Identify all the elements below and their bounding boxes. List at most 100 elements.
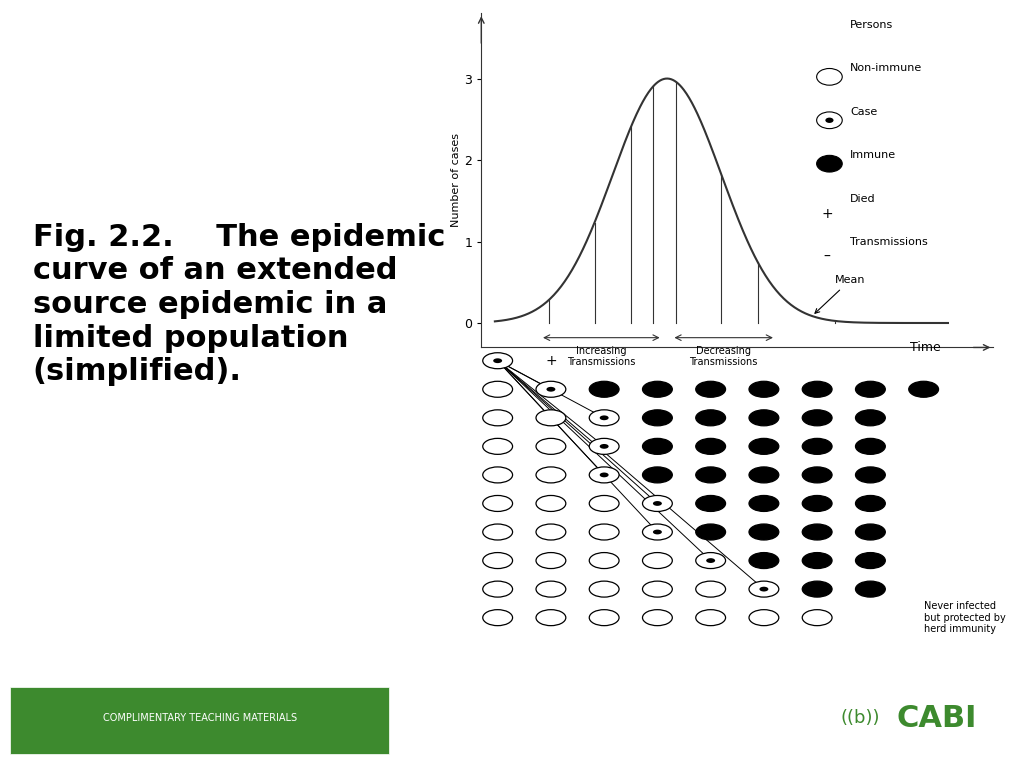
Text: COMPLIMENTARY TEACHING MATERIALS: COMPLIMENTARY TEACHING MATERIALS bbox=[102, 713, 297, 723]
Circle shape bbox=[589, 381, 620, 397]
Circle shape bbox=[536, 581, 566, 597]
Circle shape bbox=[802, 495, 833, 511]
Circle shape bbox=[536, 410, 566, 425]
Circle shape bbox=[802, 524, 833, 540]
Text: Persons: Persons bbox=[850, 20, 893, 30]
Circle shape bbox=[547, 387, 555, 392]
Text: +: + bbox=[821, 207, 833, 221]
Circle shape bbox=[816, 68, 842, 85]
Circle shape bbox=[589, 495, 620, 511]
Circle shape bbox=[695, 552, 726, 568]
FancyBboxPatch shape bbox=[758, 676, 1014, 762]
Circle shape bbox=[749, 495, 779, 511]
Circle shape bbox=[600, 472, 608, 477]
Circle shape bbox=[589, 610, 620, 626]
Circle shape bbox=[802, 410, 833, 425]
Circle shape bbox=[653, 530, 662, 535]
Circle shape bbox=[600, 415, 608, 420]
Circle shape bbox=[642, 581, 673, 597]
Circle shape bbox=[642, 610, 673, 626]
Circle shape bbox=[695, 524, 726, 540]
Circle shape bbox=[600, 444, 608, 449]
Circle shape bbox=[536, 467, 566, 483]
Circle shape bbox=[642, 381, 673, 397]
Circle shape bbox=[695, 610, 726, 626]
Circle shape bbox=[589, 410, 620, 425]
Circle shape bbox=[536, 552, 566, 568]
Circle shape bbox=[482, 353, 513, 369]
Circle shape bbox=[536, 524, 566, 540]
Circle shape bbox=[855, 381, 886, 397]
Text: Time: Time bbox=[910, 341, 941, 354]
Circle shape bbox=[695, 495, 726, 511]
Text: Died: Died bbox=[850, 194, 876, 204]
Text: Never infected
but protected by
herd immunity: Never infected but protected by herd imm… bbox=[924, 601, 1006, 634]
Y-axis label: Number of cases: Number of cases bbox=[452, 134, 462, 227]
Circle shape bbox=[695, 581, 726, 597]
Circle shape bbox=[494, 359, 502, 363]
Text: Mean: Mean bbox=[815, 276, 865, 313]
Circle shape bbox=[482, 381, 513, 397]
Circle shape bbox=[642, 410, 673, 425]
Text: Decreasing
Transmissions: Decreasing Transmissions bbox=[689, 346, 758, 367]
Circle shape bbox=[707, 558, 715, 563]
Circle shape bbox=[482, 610, 513, 626]
Circle shape bbox=[749, 410, 779, 425]
Circle shape bbox=[802, 552, 833, 568]
Circle shape bbox=[855, 524, 886, 540]
Circle shape bbox=[589, 552, 620, 568]
Circle shape bbox=[749, 467, 779, 483]
Circle shape bbox=[653, 501, 662, 506]
Circle shape bbox=[749, 610, 779, 626]
Text: +: + bbox=[545, 354, 557, 368]
Circle shape bbox=[855, 581, 886, 597]
Circle shape bbox=[589, 467, 620, 483]
Circle shape bbox=[642, 467, 673, 483]
Text: CABI: CABI bbox=[897, 703, 977, 733]
Text: Immune: Immune bbox=[850, 151, 896, 161]
Circle shape bbox=[802, 381, 833, 397]
Circle shape bbox=[908, 381, 939, 397]
Circle shape bbox=[642, 552, 673, 568]
Circle shape bbox=[482, 439, 513, 455]
Circle shape bbox=[802, 467, 833, 483]
Circle shape bbox=[695, 467, 726, 483]
Circle shape bbox=[536, 381, 566, 397]
Circle shape bbox=[642, 524, 673, 540]
Circle shape bbox=[855, 552, 886, 568]
Circle shape bbox=[855, 410, 886, 425]
Circle shape bbox=[825, 118, 834, 123]
Circle shape bbox=[855, 467, 886, 483]
Circle shape bbox=[749, 552, 779, 568]
Circle shape bbox=[482, 552, 513, 568]
Circle shape bbox=[749, 581, 779, 597]
Circle shape bbox=[642, 495, 673, 511]
Text: Case: Case bbox=[850, 107, 878, 117]
Circle shape bbox=[536, 439, 566, 455]
Circle shape bbox=[536, 495, 566, 511]
Circle shape bbox=[760, 587, 768, 591]
Circle shape bbox=[749, 381, 779, 397]
Text: ((b)): ((b)) bbox=[841, 709, 880, 727]
Circle shape bbox=[749, 439, 779, 455]
Circle shape bbox=[482, 524, 513, 540]
Circle shape bbox=[816, 112, 842, 128]
Circle shape bbox=[642, 439, 673, 455]
Circle shape bbox=[802, 610, 833, 626]
Circle shape bbox=[589, 439, 620, 455]
Circle shape bbox=[855, 495, 886, 511]
Circle shape bbox=[536, 610, 566, 626]
Circle shape bbox=[802, 581, 833, 597]
Circle shape bbox=[802, 439, 833, 455]
Circle shape bbox=[482, 467, 513, 483]
Circle shape bbox=[695, 439, 726, 455]
Text: Increasing
Transmissions: Increasing Transmissions bbox=[567, 346, 636, 367]
Text: Non-immune: Non-immune bbox=[850, 64, 923, 74]
Circle shape bbox=[695, 410, 726, 425]
Text: –: – bbox=[823, 250, 830, 264]
FancyBboxPatch shape bbox=[10, 687, 389, 754]
Circle shape bbox=[482, 495, 513, 511]
Circle shape bbox=[855, 439, 886, 455]
Circle shape bbox=[816, 155, 842, 172]
Text: Fig. 2.2.    The epidemic
curve of an extended
source epidemic in a
limited popu: Fig. 2.2. The epidemic curve of an exten… bbox=[33, 223, 445, 386]
